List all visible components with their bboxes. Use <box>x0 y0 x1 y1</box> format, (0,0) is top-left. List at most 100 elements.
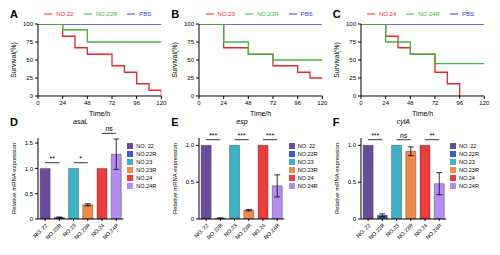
svg-text:NO. 22: NO. 22 <box>32 222 49 239</box>
svg-text:48: 48 <box>407 100 414 106</box>
svg-text:0: 0 <box>36 100 40 106</box>
svg-text:120: 120 <box>318 100 329 106</box>
svg-text:1.0: 1.0 <box>186 142 195 148</box>
svg-text:0: 0 <box>30 93 34 99</box>
svg-text:Survival(%): Survival(%) <box>333 42 341 78</box>
svg-text:NO.22R: NO.22R <box>206 222 224 240</box>
svg-text:NO.23: NO.23 <box>384 222 400 238</box>
svg-text:0.5: 0.5 <box>25 191 34 197</box>
svg-text:1.5: 1.5 <box>25 140 34 146</box>
svg-text:***: *** <box>371 132 379 139</box>
svg-text:Time/h: Time/h <box>250 110 271 116</box>
svg-text:NO.24R: NO.24R <box>263 222 281 240</box>
svg-text:0: 0 <box>191 216 195 222</box>
html-text:C: C <box>332 8 341 20</box>
svg-text:75: 75 <box>349 39 356 45</box>
html-text:D: D <box>10 116 18 128</box>
html-text:NO.23: NO.23 <box>217 10 235 17</box>
svg-text:96: 96 <box>295 100 302 106</box>
svg-text:*: * <box>79 155 82 162</box>
svg-text:0.5: 0.5 <box>347 179 356 185</box>
svg-text:1.0: 1.0 <box>347 142 356 148</box>
svg-text:Relative mRNA expression: Relative mRNA expression <box>334 143 340 214</box>
svg-text:96: 96 <box>456 100 463 106</box>
svg-text:50: 50 <box>349 57 356 63</box>
svg-text:0: 0 <box>352 216 356 222</box>
svg-text:Relative mRNA expression: Relative mRNA expression <box>11 143 17 214</box>
html-text:NO.24R: NO.24R <box>418 10 440 17</box>
svg-text:***: *** <box>209 132 217 139</box>
svg-text:NO.23R: NO.23R <box>234 222 252 240</box>
svg-text:96: 96 <box>133 100 140 106</box>
svg-text:***: *** <box>266 132 274 139</box>
html-text:PBS: PBS <box>462 10 474 17</box>
svg-text:0: 0 <box>198 100 202 106</box>
svg-text:ns: ns <box>400 132 408 139</box>
svg-text:24: 24 <box>221 100 228 106</box>
svg-text:24: 24 <box>59 100 66 106</box>
html-text:A: A <box>10 8 18 20</box>
svg-text:25: 25 <box>349 75 356 81</box>
svg-text:75: 75 <box>26 39 33 45</box>
svg-text:Survival(%): Survival(%) <box>172 42 180 78</box>
svg-text:NO.24: NO.24 <box>251 222 267 238</box>
svg-text:72: 72 <box>109 100 116 106</box>
svg-text:50: 50 <box>26 57 33 63</box>
svg-text:NO.24: NO.24 <box>90 222 106 238</box>
svg-text:NO.24R: NO.24R <box>101 222 119 240</box>
svg-text:1.0: 1.0 <box>25 166 34 172</box>
svg-text:NO.23: NO.23 <box>222 222 239 238</box>
html-text:NO.22R: NO.22R <box>136 151 157 157</box>
svg-text:72: 72 <box>431 100 438 106</box>
svg-text:NO.24R: NO.24R <box>424 222 442 240</box>
html-text:F: F <box>332 116 340 128</box>
html-text:NO.22: NO.22 <box>56 10 74 17</box>
svg-text:100: 100 <box>23 21 34 27</box>
html-text:PBS: PBS <box>300 10 313 17</box>
svg-text:NO. 22: NO. 22 <box>354 222 372 239</box>
html-text:NO.23R: NO.23R <box>257 10 279 17</box>
svg-text:0: 0 <box>191 93 195 99</box>
svg-text:25: 25 <box>26 75 33 81</box>
svg-text:100: 100 <box>346 21 357 27</box>
html-text:asaL: asaL <box>73 118 89 125</box>
svg-text:0: 0 <box>359 100 363 106</box>
svg-text:***: *** <box>238 132 246 139</box>
html-text:B: B <box>171 8 180 20</box>
svg-text:24: 24 <box>382 100 389 106</box>
svg-text:Relative mRNA expression: Relative mRNA expression <box>172 143 178 214</box>
svg-text:NO.23R: NO.23R <box>73 222 91 240</box>
svg-text:NO.24: NO.24 <box>412 222 429 238</box>
svg-text:NO.23: NO.23 <box>61 222 77 238</box>
html-text:NO.23: NO.23 <box>136 159 153 165</box>
svg-text:0.5: 0.5 <box>186 179 195 185</box>
svg-text:**: ** <box>50 155 56 162</box>
svg-text:NO. 22: NO. 22 <box>193 222 210 239</box>
svg-text:Survival(%): Survival(%) <box>10 42 18 78</box>
svg-text:50: 50 <box>188 57 195 63</box>
svg-text:ns: ns <box>105 125 113 132</box>
svg-text:120: 120 <box>156 100 167 106</box>
svg-text:Time/h: Time/h <box>89 110 110 116</box>
html-text:PBS: PBS <box>139 10 152 17</box>
svg-text:NO.23R: NO.23R <box>396 222 414 240</box>
svg-text:72: 72 <box>270 100 277 106</box>
svg-text:NO.22R: NO.22R <box>45 222 63 240</box>
html-text:E: E <box>171 116 179 128</box>
svg-text:48: 48 <box>84 100 91 106</box>
svg-text:Time/h: Time/h <box>412 110 433 116</box>
svg-text:NO.22R: NO.22R <box>367 222 385 240</box>
html-text:NO.22R: NO.22R <box>95 10 118 17</box>
svg-text:75: 75 <box>188 39 195 45</box>
html-text:NO.24: NO.24 <box>378 10 397 17</box>
svg-text:48: 48 <box>245 100 252 106</box>
html-text:NO. 22: NO. 22 <box>136 143 154 149</box>
svg-text:100: 100 <box>184 21 195 27</box>
svg-text:120: 120 <box>479 100 490 106</box>
svg-text:0: 0 <box>352 93 356 99</box>
svg-text:**: ** <box>429 132 435 139</box>
html-text:cylA: cylA <box>396 118 410 125</box>
svg-text:0: 0 <box>30 216 34 222</box>
svg-text:25: 25 <box>188 75 195 81</box>
html-text:esp: esp <box>236 118 248 125</box>
